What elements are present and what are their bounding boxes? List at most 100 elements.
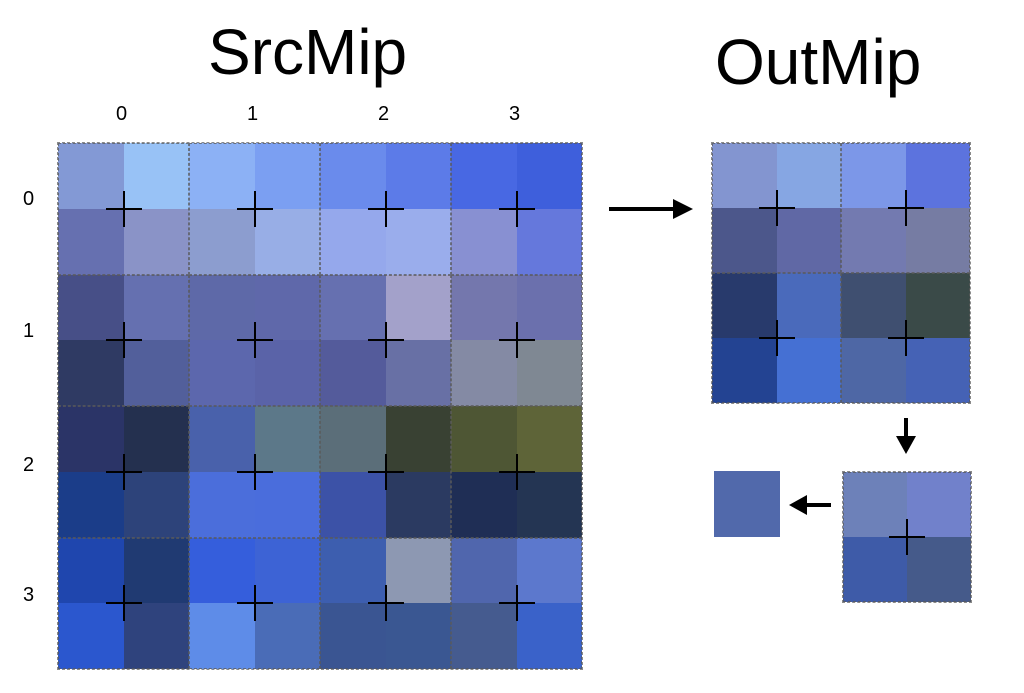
src-cell-2-3 — [254, 274, 320, 341]
src-cell-4-0 — [58, 406, 124, 472]
src-cell-4-7 — [516, 406, 582, 472]
out-cell-1-0 — [712, 208, 777, 273]
src-cell-4-6 — [451, 406, 517, 472]
src-cell-0-5 — [385, 143, 451, 209]
src-cell-4-2 — [189, 406, 255, 472]
arrow-left-icon — [789, 495, 831, 515]
src-cell-5-2 — [189, 471, 255, 538]
final-mip-cell — [714, 471, 780, 537]
src-cell-4-4 — [320, 406, 386, 472]
out-cell-2-2 — [841, 273, 906, 338]
src-cell-7-5 — [385, 603, 451, 669]
src-cell-2-1 — [123, 274, 189, 341]
mip2-cell-1-0 — [843, 537, 907, 602]
src-cell-6-5 — [385, 537, 451, 604]
src-cell-3-4 — [320, 340, 386, 406]
src-cell-3-1 — [123, 340, 189, 406]
src-cell-1-3 — [254, 208, 320, 275]
src-cell-0-6 — [451, 143, 517, 209]
mip2-cell-0-1 — [907, 472, 971, 537]
outmip-grid — [711, 142, 971, 404]
out-cell-0-0 — [712, 143, 777, 208]
src-cell-6-0 — [58, 537, 124, 604]
src-cell-7-2 — [189, 603, 255, 669]
src-cell-4-5 — [385, 406, 451, 472]
out-cell-2-1 — [776, 273, 841, 338]
src-cell-5-3 — [254, 471, 320, 538]
out-cell-3-2 — [841, 338, 906, 403]
src-cell-0-2 — [189, 143, 255, 209]
src-cell-3-7 — [516, 340, 582, 406]
col-label-2: 2 — [378, 103, 390, 125]
src-cell-7-0 — [58, 603, 124, 669]
src-cell-6-1 — [123, 537, 189, 604]
out-cell-1-3 — [905, 208, 970, 273]
out-cell-2-0 — [712, 273, 777, 338]
out-cell-2-3 — [905, 273, 970, 338]
src-cell-2-7 — [516, 274, 582, 341]
src-cell-7-4 — [320, 603, 386, 669]
src-cell-7-1 — [123, 603, 189, 669]
row-label-0: 0 — [23, 188, 35, 210]
src-cell-0-3 — [254, 143, 320, 209]
src-cell-5-7 — [516, 471, 582, 538]
out-cell-1-2 — [841, 208, 906, 273]
srcmip-grid — [57, 142, 583, 670]
src-cell-3-0 — [58, 340, 124, 406]
mip2-cell-0-0 — [843, 472, 907, 537]
src-cell-1-1 — [123, 208, 189, 275]
src-cell-3-2 — [189, 340, 255, 406]
outmip-title: OutMip — [715, 26, 922, 98]
src-cell-1-2 — [189, 208, 255, 275]
src-cell-6-7 — [516, 537, 582, 604]
src-cell-2-5 — [385, 274, 451, 341]
src-cell-4-3 — [254, 406, 320, 472]
mip2-grid — [842, 471, 972, 603]
src-cell-7-6 — [451, 603, 517, 669]
arrow-down-icon — [896, 418, 916, 454]
col-label-1: 1 — [247, 103, 259, 125]
arrow-right-icon — [609, 199, 693, 219]
src-cell-5-1 — [123, 471, 189, 538]
src-cell-5-6 — [451, 471, 517, 538]
col-label-0: 0 — [116, 103, 128, 125]
srcmip-title: SrcMip — [208, 16, 408, 88]
src-cell-5-5 — [385, 471, 451, 538]
src-cell-2-0 — [58, 274, 124, 341]
src-cell-7-3 — [254, 603, 320, 669]
src-cell-1-5 — [385, 208, 451, 275]
src-cell-6-2 — [189, 537, 255, 604]
src-cell-3-5 — [385, 340, 451, 406]
out-cell-1-1 — [776, 208, 841, 273]
out-cell-0-3 — [905, 143, 970, 208]
src-cell-1-6 — [451, 208, 517, 275]
src-cell-0-1 — [123, 143, 189, 209]
row-label-1: 1 — [23, 320, 35, 342]
mip2-cell-1-1 — [907, 537, 971, 602]
src-cell-2-4 — [320, 274, 386, 341]
src-cell-2-6 — [451, 274, 517, 341]
out-cell-3-1 — [776, 338, 841, 403]
col-label-3: 3 — [509, 103, 521, 125]
src-cell-6-3 — [254, 537, 320, 604]
src-cell-3-6 — [451, 340, 517, 406]
out-cell-3-3 — [905, 338, 970, 403]
out-cell-3-0 — [712, 338, 777, 403]
src-cell-1-0 — [58, 208, 124, 275]
src-cell-0-7 — [516, 143, 582, 209]
src-cell-0-0 — [58, 143, 124, 209]
out-cell-0-2 — [841, 143, 906, 208]
src-cell-5-4 — [320, 471, 386, 538]
src-cell-2-2 — [189, 274, 255, 341]
src-cell-1-4 — [320, 208, 386, 275]
src-cell-6-6 — [451, 537, 517, 604]
src-cell-6-4 — [320, 537, 386, 604]
row-label-3: 3 — [23, 584, 35, 606]
src-cell-7-7 — [516, 603, 582, 669]
src-cell-1-7 — [516, 208, 582, 275]
src-cell-4-1 — [123, 406, 189, 472]
row-label-2: 2 — [23, 454, 35, 476]
src-cell-5-0 — [58, 471, 124, 538]
out-cell-0-1 — [776, 143, 841, 208]
src-cell-3-3 — [254, 340, 320, 406]
